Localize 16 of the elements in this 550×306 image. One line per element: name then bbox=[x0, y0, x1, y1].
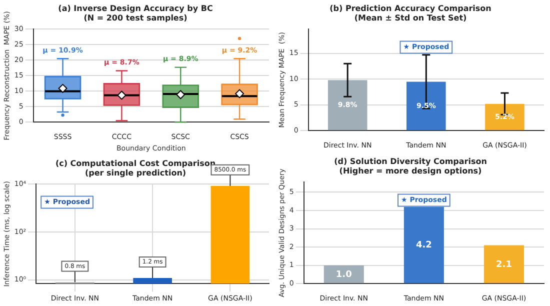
bar bbox=[406, 82, 446, 130]
chart-subtitle: (Higher = more design options) bbox=[339, 166, 482, 176]
chart-title: (c) Computational Cost Comparison bbox=[55, 158, 216, 168]
chart-subtitle: (Mean ± Std on Test Set) bbox=[354, 13, 467, 22]
chart-title: (a) Inverse Design Accuracy by BC bbox=[58, 4, 213, 13]
bar bbox=[328, 80, 368, 130]
data-label: 1.0 bbox=[336, 270, 352, 280]
chart-title: (b) Prediction Accuracy Comparison bbox=[330, 4, 492, 13]
bar bbox=[485, 104, 524, 130]
bar bbox=[484, 245, 524, 284]
chart-title: (d) Solution Diversity Comparison bbox=[334, 156, 488, 166]
chart-subtitle: (per single prediction) bbox=[84, 168, 186, 178]
chart-subtitle: (N = 200 test samples) bbox=[84, 13, 188, 22]
data-label: 4.2 bbox=[416, 240, 432, 251]
data-label: 2.1 bbox=[496, 260, 512, 270]
bar bbox=[324, 265, 364, 284]
